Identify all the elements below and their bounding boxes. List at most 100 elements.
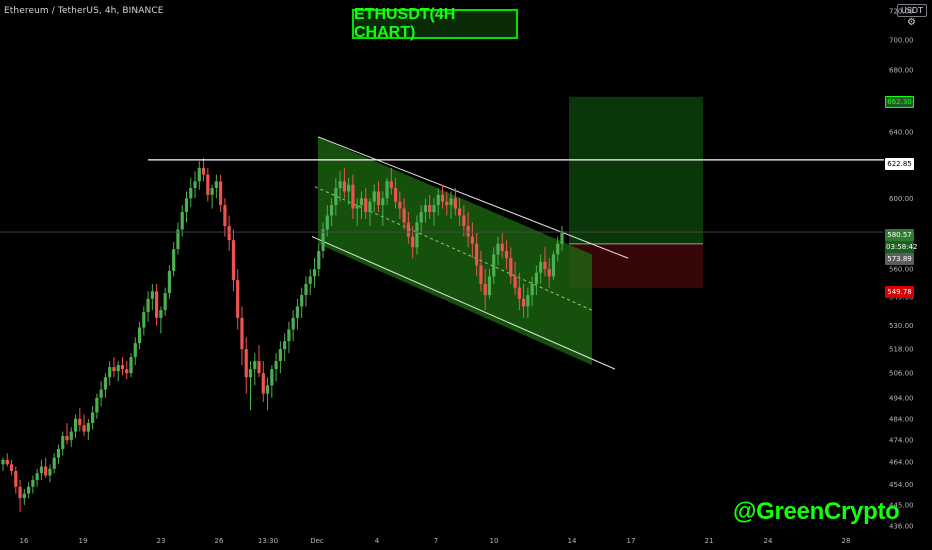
price-axis[interactable]: 436.00 445.00 454.00 464.00 474.00 484.00 494.… [889,8,914,531]
candle-body [462,215,466,226]
candle [219,174,223,213]
candle-body [137,327,142,344]
candle-body [270,369,274,386]
candle-body [487,276,492,296]
candle [48,464,52,483]
candle-body [133,343,137,358]
candle [278,341,282,374]
candle-body [120,365,125,370]
candle-body [526,295,530,307]
candle-body [240,317,244,350]
y-tick-label: 700.00 [889,37,914,45]
candle [108,361,112,386]
candle [146,291,150,322]
candle [231,229,236,292]
candle [372,184,376,213]
watermark-handle: @GreenCrypto [733,498,900,525]
y-tick-label: 454.00 [889,481,914,489]
candle [125,361,129,380]
target-zone [569,96,703,244]
y-tick-label: 474.00 [889,437,914,445]
candle-body [61,435,65,449]
candle [376,181,381,213]
candle-body [274,361,278,370]
candle-body [449,198,453,206]
candle [193,171,197,199]
candle-body [500,243,504,251]
candle [14,466,18,494]
candle-body [372,191,376,202]
candle-body [167,270,172,294]
candle [402,198,406,230]
candle [116,361,120,382]
gear-icon[interactable]: ⚙ [907,17,916,28]
candle [69,427,73,447]
y-tick-label: 436.00 [889,523,914,531]
candle-body [219,181,223,206]
candle-body [402,208,406,223]
price-tag-target: 662.30 [885,96,914,108]
candle [406,212,410,244]
candle [227,215,231,251]
candle-body [291,317,295,330]
candle-body [325,215,329,230]
candle [500,233,504,259]
candle-body [9,464,14,471]
candle-body [342,181,346,192]
candle [381,191,385,226]
candle-body [172,249,176,271]
candle-body [470,236,474,244]
candle [355,198,359,226]
candle-body [163,293,167,311]
candle-body [65,435,69,441]
candle-body [86,423,90,432]
x-tick-label: 28 [842,537,851,545]
candle [368,198,372,226]
candle-body [39,466,44,474]
candle [22,489,26,506]
candle-body [415,222,419,248]
y-tick-label: 445.00 [889,502,914,510]
price-tag-entry: 573.89 [885,253,914,265]
candle-body [338,181,342,189]
candle-body [287,329,291,342]
candle-body [56,448,61,458]
candle-body [530,283,534,296]
candle [347,177,351,206]
candle [283,333,287,362]
candle-body [440,194,445,202]
candle [385,177,389,206]
candle-body [150,291,154,299]
candle-body [483,283,487,296]
candle [52,453,56,474]
candle [172,241,176,277]
candle [180,205,184,237]
candle-body [389,181,393,189]
candle [176,222,180,255]
candle [257,345,261,378]
candle-body [385,181,389,199]
currency-badge[interactable]: USDT [897,4,927,17]
candle-body [419,212,423,223]
candle [419,205,423,234]
candle-body [82,425,86,432]
candle [291,310,295,342]
candle-body [304,283,308,296]
candle [411,225,415,259]
candle-body [308,276,312,284]
candle [483,269,487,311]
candle [436,188,440,216]
candle [457,198,462,226]
time-axis[interactable]: 16 19 23 26 13:30 Dec 4 7 10 14 17 21 24 28 [20,537,851,545]
candle [547,258,551,288]
candle-body [159,310,163,318]
candle-body [359,198,364,206]
candle-body [253,361,257,370]
x-tick-label: 13:30 [258,537,278,545]
price-tag-resistance: 622.85 [885,158,914,170]
candle [325,205,329,237]
price-tag-last: 580.57 [885,229,914,241]
candle-body [521,298,526,307]
candle [129,353,133,378]
